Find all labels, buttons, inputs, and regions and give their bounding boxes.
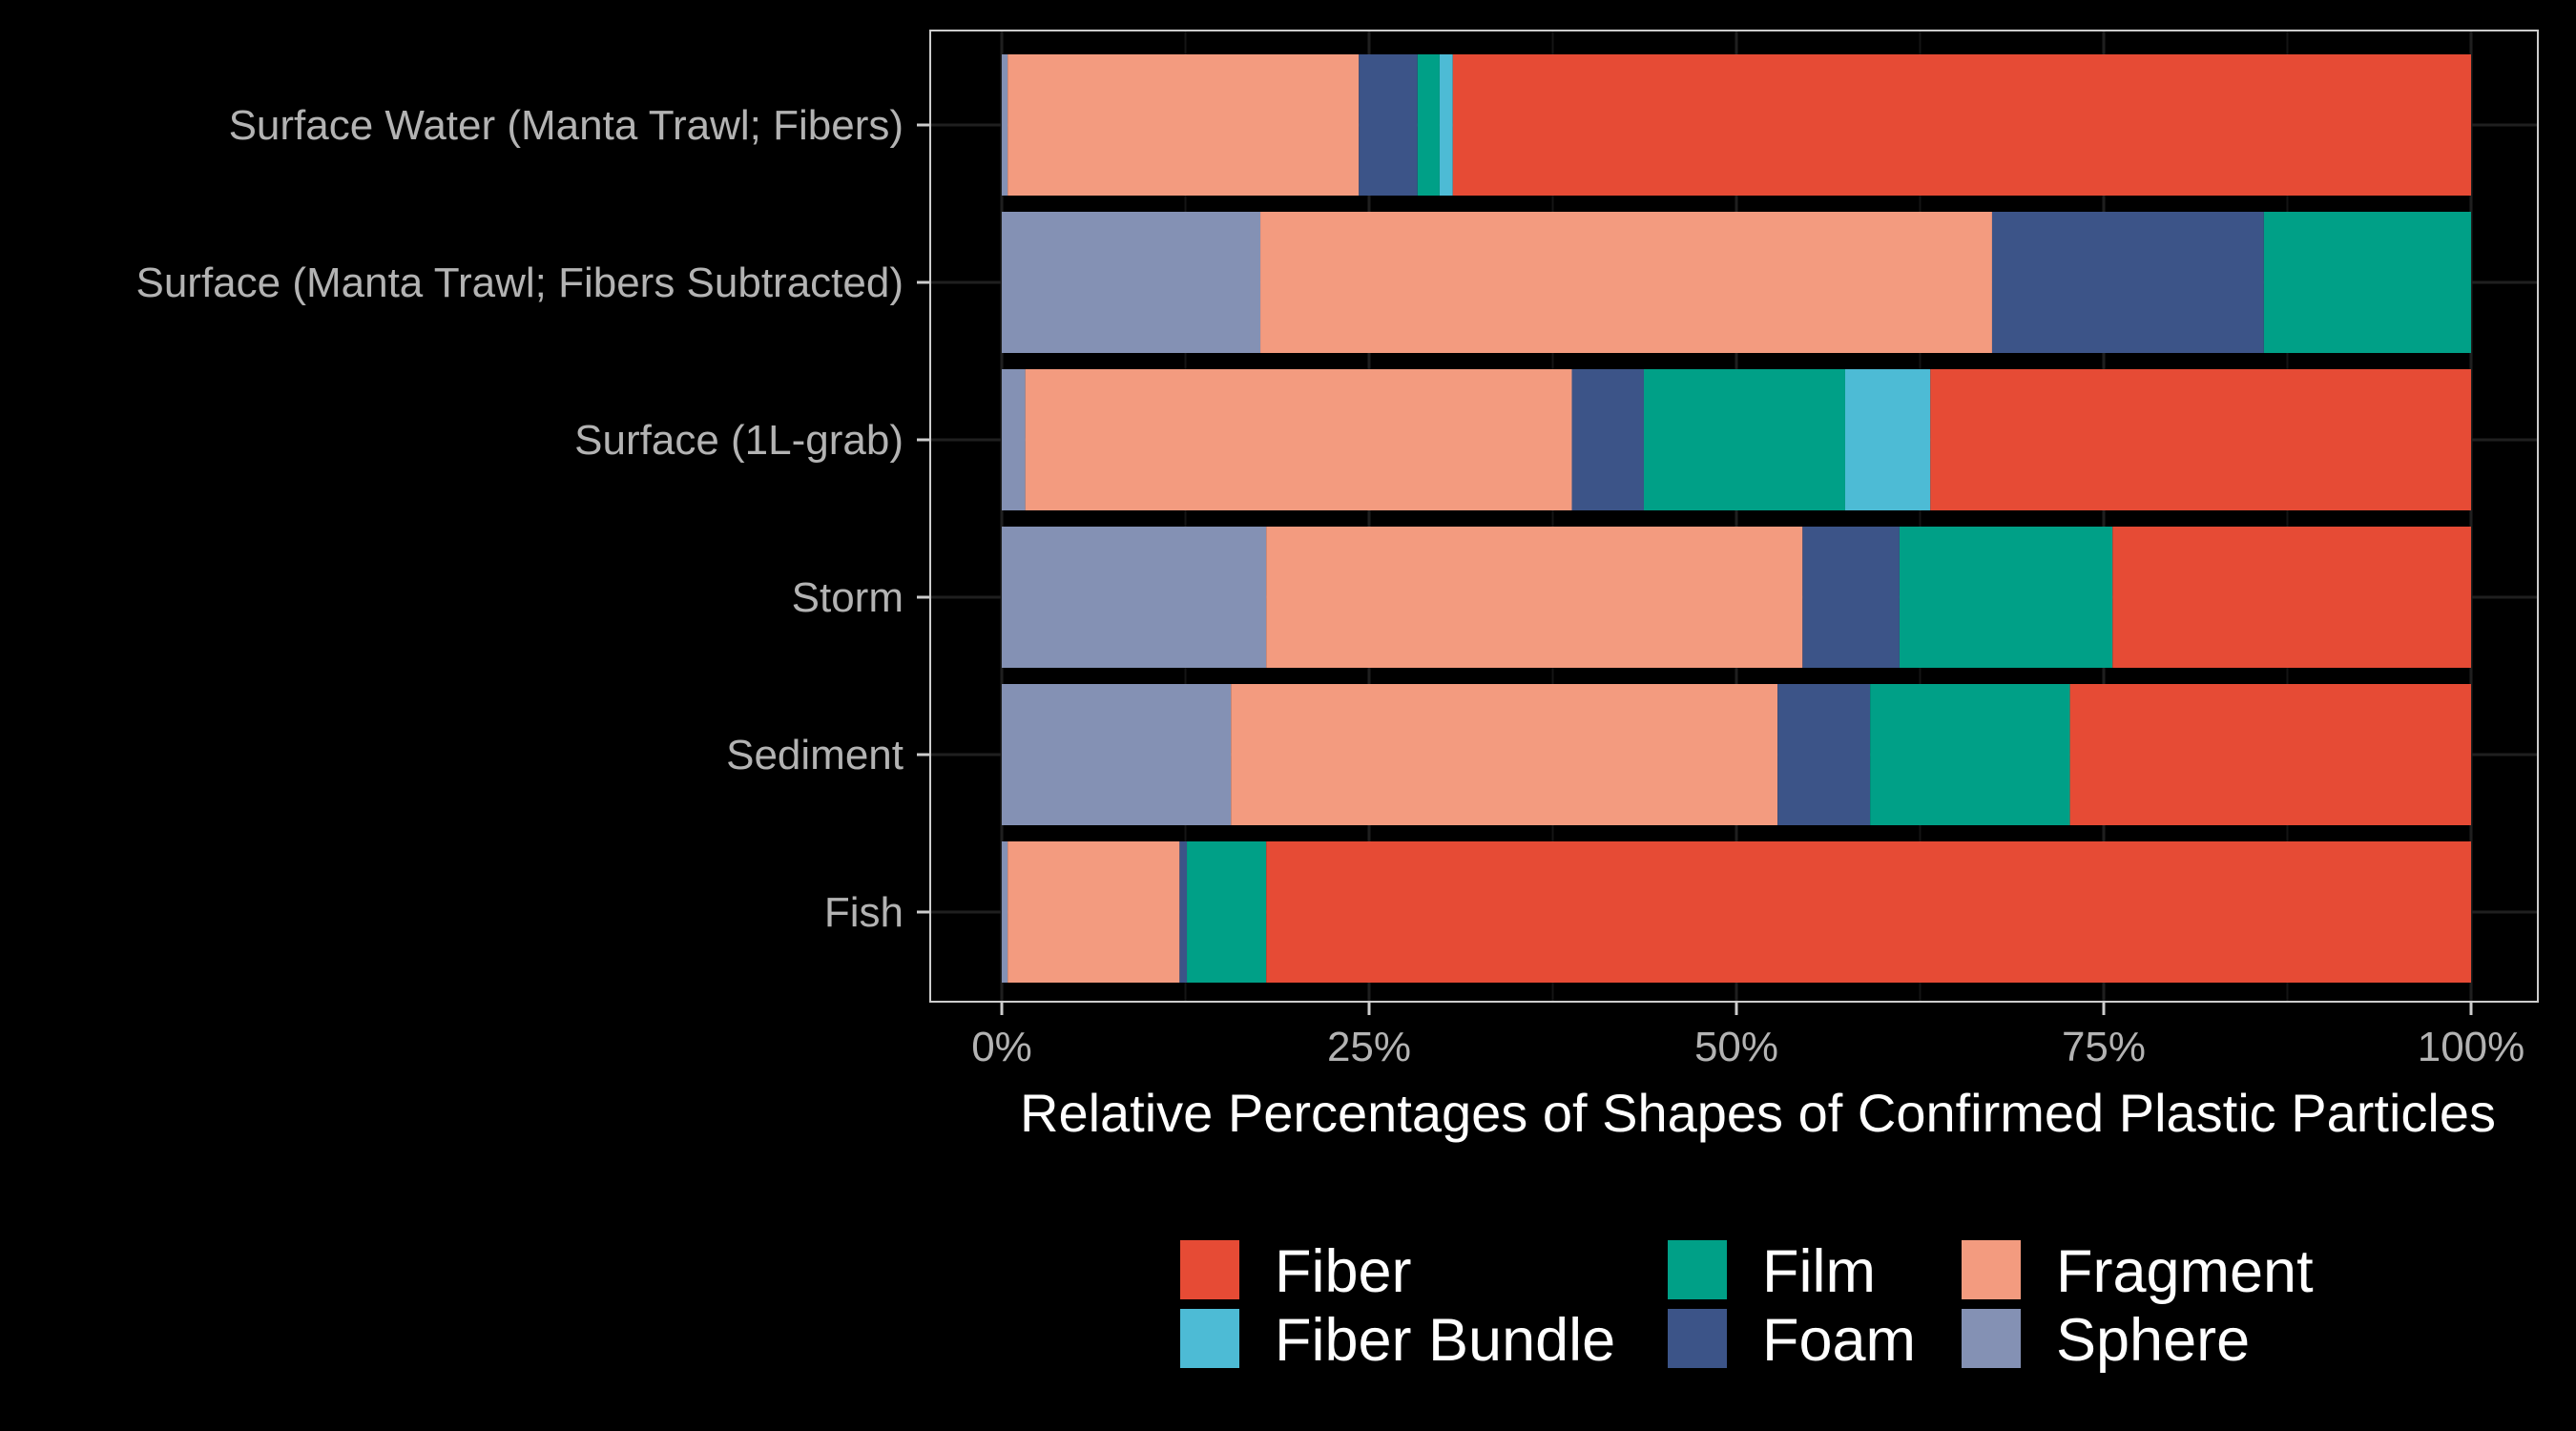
bar-segment-fragment: [1231, 684, 1778, 825]
legend-key: [1668, 1240, 1727, 1299]
legend-key: [1180, 1309, 1239, 1368]
x-tick-label: 50%: [1694, 1024, 1778, 1070]
bar-segment-film: [1899, 527, 2113, 668]
bar-segment-sphere: [1002, 684, 1232, 825]
bar-segment-fragment: [1008, 54, 1360, 196]
legend-label: Fragment: [2056, 1238, 2314, 1305]
x-tick-label: 25%: [1327, 1024, 1411, 1070]
bar-segment-fiber: [2069, 684, 2471, 825]
legend-label: Fiber Bundle: [1275, 1307, 1615, 1374]
y-tick-label: Surface Water (Manta Trawl; Fibers): [229, 102, 904, 149]
bar-segment-fiber: [2112, 527, 2471, 668]
bar-segment-film: [1870, 684, 2070, 825]
legend-key: [1962, 1309, 2021, 1368]
y-axis: Surface Water (Manta Trawl; Fibers) Surfa…: [135, 102, 930, 936]
y-tick-label: Sediment: [726, 732, 904, 778]
x-axis-title: Relative Percentages of Shapes of Confir…: [1020, 1083, 2496, 1143]
y-tick-label: Fish: [824, 889, 904, 936]
bar-segment-fiber-bundle: [1439, 54, 1453, 196]
bar-segment-foam: [1991, 212, 2264, 353]
legend-item-sphere: Sphere: [1962, 1307, 2250, 1374]
bar-segment-fragment: [1025, 369, 1572, 510]
bar-segment-sphere: [1002, 369, 1026, 510]
bar-segment-film: [1643, 369, 1845, 510]
bar-segment-film: [1417, 54, 1440, 196]
legend-key: [1962, 1240, 2021, 1299]
bar-segment-fragment: [1260, 212, 1992, 353]
bar-segment-fiber: [1930, 369, 2471, 510]
bar-segment-foam: [1777, 684, 1871, 825]
bars-layer: [1002, 54, 2471, 983]
bar-segment-film: [1187, 841, 1267, 983]
legend-key: [1180, 1240, 1239, 1299]
bar-segment-fiber-bundle: [1844, 369, 1931, 510]
x-axis: 0% 25% 50% 75% 100%: [971, 1002, 2524, 1070]
y-tick-label: Storm: [792, 574, 904, 621]
bar-segment-foam: [1359, 54, 1418, 196]
legend: Fiber Film Fragment Fiber Bundle Foam Sphere: [1180, 1238, 2314, 1374]
legend-key: [1668, 1309, 1727, 1368]
legend-item-fiber: Fiber: [1180, 1238, 1412, 1305]
bar-segment-foam: [1571, 369, 1644, 510]
bar-segment-sphere: [1002, 527, 1267, 668]
plot-panel-border: [929, 30, 2539, 1003]
legend-item-film: Film: [1668, 1238, 1876, 1305]
bar-segment-fiber: [1452, 54, 2471, 196]
y-tick-label: Surface (Manta Trawl; Fibers Subtracted): [135, 259, 904, 306]
legend-label: Sphere: [2056, 1307, 2250, 1374]
bar-segment-film: [2263, 212, 2471, 353]
bar-segment-sphere: [1002, 841, 1008, 983]
bar-segment-sphere: [1002, 54, 1008, 196]
legend-label: Film: [1762, 1238, 1876, 1305]
y-tick-label: Surface (1L-grab): [574, 417, 904, 464]
bar-segment-foam: [1179, 841, 1188, 983]
legend-item-fragment: Fragment: [1962, 1238, 2314, 1305]
legend-item-foam: Foam: [1668, 1307, 1916, 1374]
bar-segment-fiber: [1266, 841, 2471, 983]
bar-segment-sphere: [1002, 212, 1261, 353]
x-tick-label: 0%: [971, 1024, 1032, 1070]
legend-item-fiber-bundle: Fiber Bundle: [1180, 1307, 1615, 1374]
x-tick-label: 75%: [2062, 1024, 2146, 1070]
legend-label: Foam: [1762, 1307, 1916, 1374]
x-tick-label: 100%: [2418, 1024, 2525, 1070]
bar-segment-foam: [1802, 527, 1900, 668]
bar-segment-fragment: [1266, 527, 1803, 668]
bar-segment-fragment: [1008, 841, 1180, 983]
legend-label: Fiber: [1275, 1238, 1412, 1305]
